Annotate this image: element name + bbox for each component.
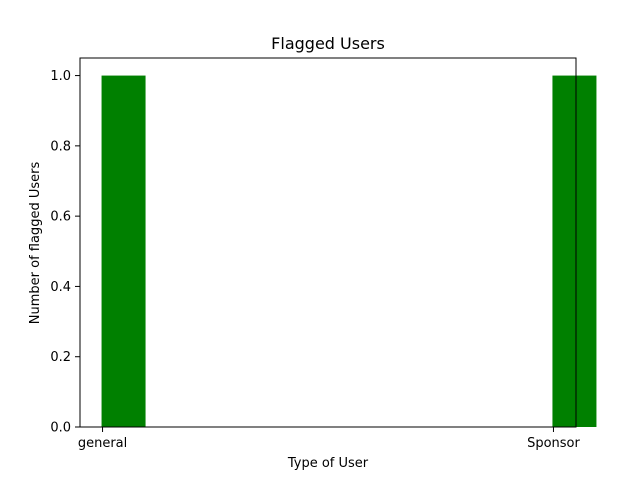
plot-frame <box>79 57 577 428</box>
bar-sponsor <box>552 75 597 427</box>
y-axis-ticks: 0.0 0.2 0.4 0.6 0.8 1.0 <box>50 69 80 436</box>
x-axis-ticks: general Sponsor <box>78 427 580 451</box>
bars-group <box>101 75 597 427</box>
y-tick-label: 0.0 <box>50 421 71 436</box>
y-tick-label: 0.2 <box>50 350 71 365</box>
x-axis-label: Type of User <box>287 456 369 471</box>
y-tick-label: 0.8 <box>50 139 71 154</box>
y-tick-label: 0.4 <box>50 280 71 295</box>
chart-title: Flagged Users <box>271 34 385 53</box>
bar-general <box>101 75 146 427</box>
x-tick-label-sponsor: Sponsor <box>527 436 580 451</box>
y-axis-label: Number of flagged Users <box>28 162 43 325</box>
y-tick-label: 0.6 <box>50 210 71 225</box>
y-tick-label: 1.0 <box>50 69 71 84</box>
x-tick-label-general: general <box>78 436 127 451</box>
